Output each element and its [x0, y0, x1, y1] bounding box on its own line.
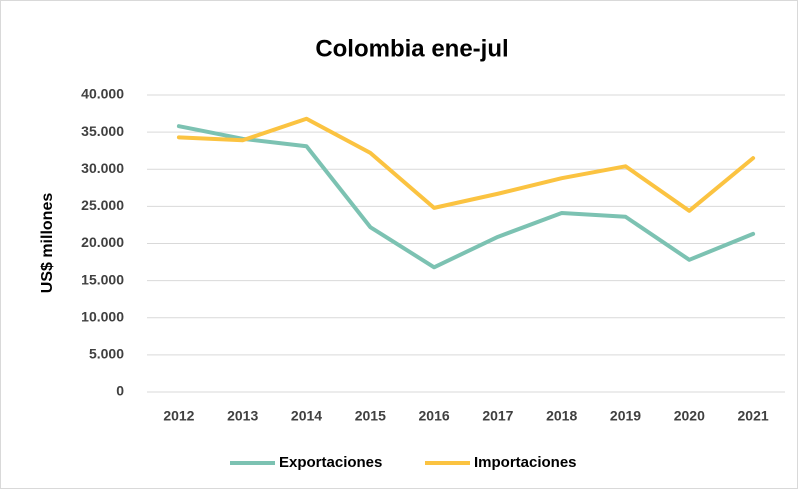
y-tick-label: 0 [116, 383, 124, 399]
series-line [176, 116, 756, 213]
y-axis-label: US$ millones [39, 193, 56, 294]
x-tick-label: 2017 [482, 408, 513, 424]
y-tick-label: 35.000 [81, 123, 124, 139]
x-tick-label: 2020 [674, 408, 705, 424]
series-line [176, 124, 756, 270]
x-tick-label: 2016 [419, 408, 450, 424]
y-tick-label: 25.000 [81, 197, 124, 213]
legend-label: Importaciones [474, 454, 577, 471]
x-tick-label: 2014 [291, 408, 322, 424]
legend-label: Exportaciones [279, 454, 382, 471]
y-tick-label: 10.000 [81, 308, 124, 324]
x-tick-label: 2013 [227, 408, 258, 424]
x-tick-label: 2021 [738, 408, 769, 424]
x-tick-label: 2018 [546, 408, 577, 424]
y-tick-label: 15.000 [81, 271, 124, 287]
chart-title: Colombia ene-jul [315, 35, 508, 62]
x-tick-label: 2012 [163, 408, 194, 424]
y-tick-label: 20.000 [81, 234, 124, 250]
y-tick-label: 5.000 [89, 346, 124, 362]
y-tick-label: 30.000 [81, 160, 124, 176]
y-tick-label: 40.000 [81, 86, 124, 102]
x-tick-label: 2019 [610, 408, 641, 424]
x-tick-label: 2015 [355, 408, 386, 424]
